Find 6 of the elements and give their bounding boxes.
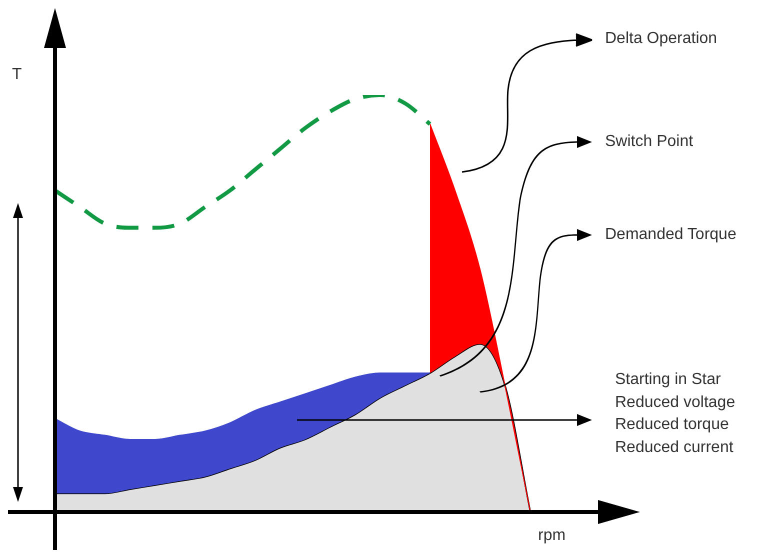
text: Starting in Star Reduced voltage Reduced torque Reduced current <box>615 370 736 458</box>
text: Demanded Torque <box>605 225 736 245</box>
text: Delta Operation <box>605 29 718 49</box>
text: Switch Point <box>605 132 694 152</box>
x-axis-title: rpm <box>538 526 566 546</box>
y-axis-title: T <box>12 65 22 85</box>
